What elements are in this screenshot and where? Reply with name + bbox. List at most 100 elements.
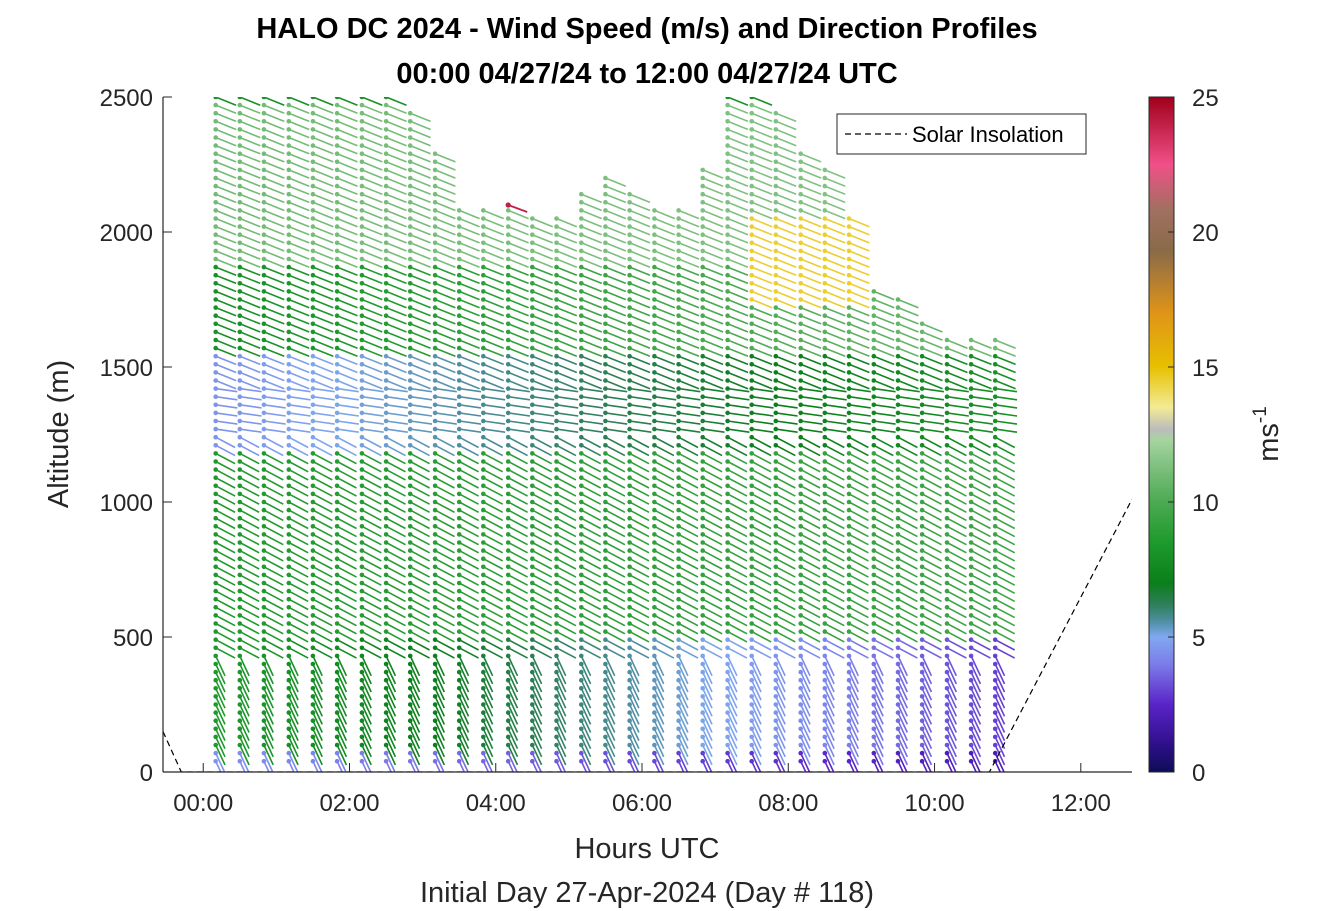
wind-barb-point — [554, 677, 559, 683]
wind-barb — [775, 647, 796, 659]
wind-barb-point — [359, 208, 365, 213]
wind-barb-point — [334, 175, 340, 181]
wind-barb — [580, 655, 592, 677]
wind-barb — [483, 323, 504, 333]
wind-barb — [482, 744, 494, 766]
wind-barb-point — [407, 605, 413, 610]
wind-barb-point — [359, 451, 365, 456]
wind-barb-point — [359, 232, 365, 237]
wind-barb — [215, 493, 236, 505]
wind-barb-point — [944, 750, 950, 756]
wind-barb-point — [213, 97, 218, 100]
wind-barb — [507, 638, 528, 651]
wind-barb-point — [554, 459, 559, 464]
wind-barb — [361, 250, 383, 260]
wind-barb — [336, 282, 358, 293]
wind-barb-point — [237, 443, 243, 448]
wind-barb-point — [481, 353, 486, 359]
wind-barb — [263, 687, 274, 709]
wind-barb — [556, 250, 578, 260]
wind-barb — [215, 169, 237, 179]
wind-barb-point — [579, 556, 584, 561]
wind-barb-point — [846, 224, 852, 229]
wind-barb — [483, 266, 504, 277]
wind-barb — [726, 663, 738, 685]
wind-barb — [995, 428, 1018, 433]
wind-barb-point — [407, 645, 413, 651]
wind-barb-point — [603, 718, 608, 723]
wind-barb — [239, 606, 260, 619]
wind-barb-point — [261, 159, 267, 165]
wind-barb-point — [725, 264, 730, 270]
wind-barb-point — [334, 443, 340, 448]
wind-barb-point — [407, 110, 413, 116]
wind-barb-point — [627, 240, 632, 246]
wind-barb — [532, 274, 553, 285]
wind-barb-point — [846, 621, 852, 626]
wind-barb-point — [481, 548, 486, 553]
wind-barb-point — [603, 362, 608, 367]
wind-barb — [605, 525, 626, 538]
wind-barb-point — [383, 499, 389, 505]
wind-barb-point — [334, 669, 340, 675]
wind-barb — [214, 655, 226, 677]
wind-barb — [751, 290, 773, 301]
wind-barb-point — [383, 491, 389, 497]
wind-barb — [312, 452, 333, 465]
wind-barb — [434, 720, 446, 741]
wind-barb — [361, 687, 372, 709]
wind-barb — [288, 525, 309, 538]
wind-barb-point — [725, 281, 730, 286]
wind-barb-point — [725, 110, 730, 116]
wind-barb-point — [286, 669, 292, 675]
wind-barb — [848, 217, 870, 228]
wind-barb-point — [359, 710, 365, 715]
wind-barb — [434, 185, 456, 196]
wind-barb-point — [944, 556, 950, 561]
wind-barb-point — [554, 281, 559, 286]
wind-barb-point — [944, 548, 950, 553]
wind-barb-point — [822, 637, 828, 642]
wind-barb — [970, 663, 982, 685]
wind-barb-point — [481, 248, 486, 254]
wind-barb-point — [505, 418, 511, 424]
wind-barb — [727, 209, 749, 220]
wind-barb — [605, 387, 628, 393]
wind-barb — [897, 655, 909, 677]
wind-barb-point — [383, 159, 389, 165]
wind-barb-point — [919, 483, 925, 489]
wind-barb — [458, 323, 480, 333]
wind-barb — [483, 339, 504, 349]
wind-barb-point — [456, 686, 462, 691]
wind-barb — [409, 347, 431, 358]
wind-barb — [581, 282, 602, 293]
wind-barb — [605, 541, 626, 554]
wind-barb — [800, 347, 822, 358]
wind-barb-point — [432, 613, 438, 618]
wind-barb — [215, 314, 237, 325]
wind-barb-point — [822, 605, 828, 610]
wind-barb-point — [481, 410, 486, 416]
wind-barb — [581, 395, 604, 401]
wind-barb — [507, 736, 519, 758]
wind-barb — [824, 582, 845, 595]
wind-barb-point — [603, 345, 608, 351]
wind-barb-point — [237, 191, 243, 197]
wind-barb-point — [968, 596, 974, 602]
wind-barb — [800, 193, 822, 204]
wind-barb-point — [725, 588, 730, 594]
wind-barb-point — [310, 515, 316, 521]
wind-barb — [434, 274, 456, 285]
wind-barb-point — [334, 637, 340, 642]
wind-barb-point — [261, 240, 267, 246]
wind-barb-point — [846, 256, 852, 262]
wind-barb — [288, 476, 309, 489]
wind-barb — [580, 525, 602, 538]
wind-barb — [288, 420, 311, 425]
wind-barb — [288, 712, 299, 733]
wind-barb — [288, 306, 310, 317]
wind-barb — [336, 760, 344, 772]
wind-barb-point — [456, 702, 462, 707]
wind-barb — [946, 614, 967, 627]
wind-barb-point — [213, 467, 218, 472]
